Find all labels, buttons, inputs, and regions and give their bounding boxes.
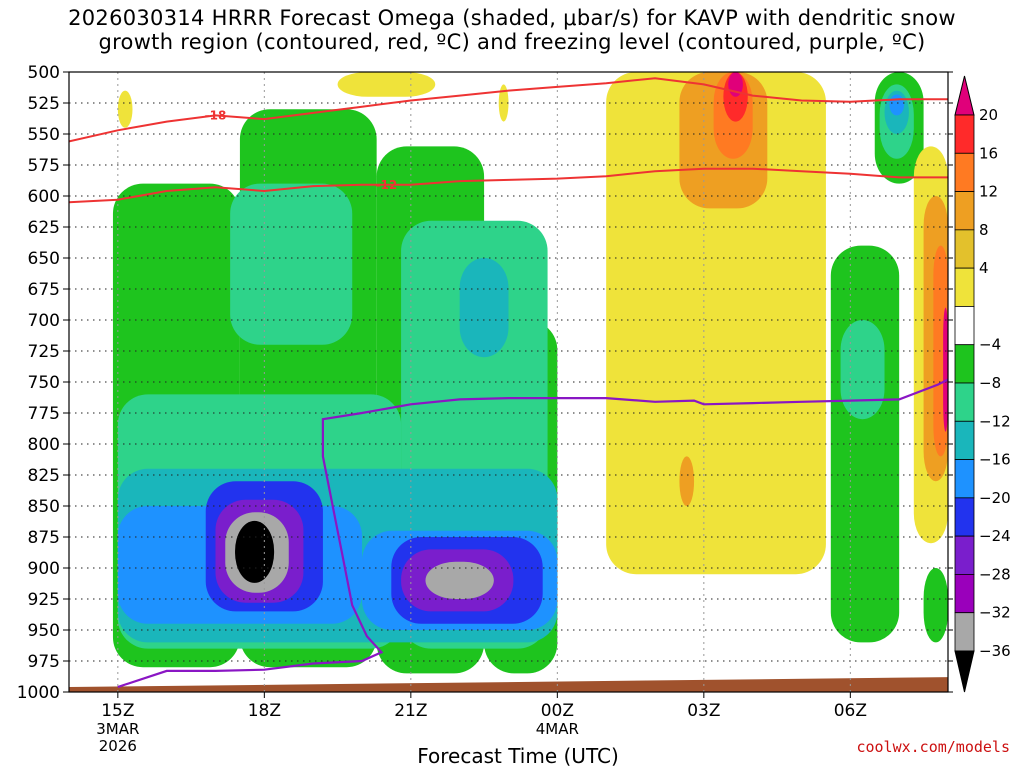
colorbar-label: 4 xyxy=(979,259,989,277)
omega-cell-4 xyxy=(230,183,353,345)
x-tick-label: 03Z xyxy=(687,701,720,721)
colorbar-swatch-10 xyxy=(954,459,975,499)
colorbar-label: 8 xyxy=(979,221,989,239)
x-tick-label: 06Z xyxy=(834,701,867,721)
colorbar-swatch-12 xyxy=(954,535,975,575)
x-tick-sublabel: 2026 xyxy=(99,737,137,755)
colorbar-cap-bottom xyxy=(954,650,975,693)
y-tick-label: 850 xyxy=(28,497,60,517)
x-tick-label: 21Z xyxy=(394,701,427,721)
colorbar-swatch-2 xyxy=(954,152,975,192)
omega-cell-35 xyxy=(923,568,948,643)
freezing-level-contour xyxy=(117,378,948,689)
colorbar-swatch-4 xyxy=(954,229,975,269)
y-tick-label: 575 xyxy=(28,156,60,176)
y-tick-label: 500 xyxy=(28,63,60,83)
y-tick-label: 675 xyxy=(28,280,60,300)
colorbar-swatch-7 xyxy=(954,344,975,384)
omega-cell-16 xyxy=(425,561,494,599)
title-line-2: growth region (contoured, red, ºC) and f… xyxy=(98,30,926,54)
colorbar-swatch-6 xyxy=(954,306,975,346)
colorbar-swatch-9 xyxy=(954,420,975,460)
x-tick-label: 18Z xyxy=(248,701,281,721)
omega-cell-30 xyxy=(889,94,905,116)
y-tick-label: 825 xyxy=(28,466,60,486)
surface-ground xyxy=(69,677,948,692)
y-tick-label: 600 xyxy=(28,187,60,207)
colorbar-label: −4 xyxy=(979,336,1001,354)
y-tick-label: 975 xyxy=(28,652,60,672)
x-tick-label: 00Z xyxy=(541,701,574,721)
omega-cell-17 xyxy=(235,520,275,583)
omega-cell-38 xyxy=(498,84,509,122)
dgz-contour-0 xyxy=(69,77,948,143)
omega-cell-8 xyxy=(459,258,509,358)
omega-cell-37 xyxy=(337,72,436,97)
x-tick-label: 15Z xyxy=(101,701,134,721)
colorbar-swatch-14 xyxy=(954,612,975,652)
dgz-contour-label: -18 xyxy=(205,108,227,122)
dgz-contour-label: -12 xyxy=(376,178,398,192)
colorbar-label: −12 xyxy=(979,412,1011,430)
y-tick-label: 1000 xyxy=(17,683,60,703)
y-tick-label: 700 xyxy=(28,311,60,331)
y-tick-label: 725 xyxy=(28,342,60,362)
colorbar-swatch-3 xyxy=(954,191,975,231)
colorbar-label: −28 xyxy=(979,565,1011,583)
colorbar-label: 20 xyxy=(979,106,998,124)
colorbar-swatch-1 xyxy=(954,114,975,154)
title-line-1: 2026030314 HRRR Forecast Omega (shaded, … xyxy=(68,6,956,30)
colorbar-swatch-5 xyxy=(954,267,975,307)
x-axis-label: Forecast Time (UTC) xyxy=(417,744,619,768)
y-tick-label: 900 xyxy=(28,559,60,579)
y-tick-label: 775 xyxy=(28,404,60,424)
colorbar-label: −8 xyxy=(979,374,1001,392)
y-tick-label: 750 xyxy=(28,373,60,393)
chart-title: 2026030314 HRRR Forecast Omega (shaded, … xyxy=(0,6,1024,54)
omega-cell-36 xyxy=(117,90,133,128)
colorbar-label: −36 xyxy=(979,642,1011,660)
colorbar-label: 12 xyxy=(979,183,998,201)
colorbar-label: 16 xyxy=(979,144,998,162)
omega-cell-34 xyxy=(943,307,948,432)
y-axis-ticks: 500 525 550 575 600 625 650 675 700 725 750 775 800 8… xyxy=(17,63,953,703)
dgz-contour-1 xyxy=(69,167,948,204)
omega-cell-26 xyxy=(840,320,885,420)
y-tick-label: 550 xyxy=(28,125,60,145)
colorbar-swatch-8 xyxy=(954,382,975,422)
colorbar-label: −20 xyxy=(979,489,1011,507)
y-tick-label: 950 xyxy=(28,621,60,641)
x-tick-sublabel: 3MAR xyxy=(96,720,139,738)
colorbar-swatch-11 xyxy=(954,497,975,537)
gridlines xyxy=(69,72,948,692)
colorbar-swatch-13 xyxy=(954,574,975,614)
x-tick-sublabel: 4MAR xyxy=(536,720,579,738)
omega-cell-18 xyxy=(606,72,826,575)
colorbar-label: −24 xyxy=(979,527,1011,545)
omega-cell-25 xyxy=(830,245,900,643)
y-tick-label: 650 xyxy=(28,249,60,269)
colorbar: 20 16 12 8 4 −4 −8 −12 −16 −20 −24 −28 −32 −36 xyxy=(954,75,1011,693)
colorbar-label: −32 xyxy=(979,604,1011,622)
y-tick-label: 525 xyxy=(28,94,60,114)
omega-cell-24 xyxy=(679,456,695,506)
y-tick-label: 875 xyxy=(28,528,60,548)
omega-shading xyxy=(69,72,948,692)
colorbar-label: −16 xyxy=(979,451,1011,469)
colorbar-cap-top xyxy=(954,75,975,116)
y-tick-label: 800 xyxy=(28,435,60,455)
credit-text[interactable]: coolwx.com/models xyxy=(856,738,1010,756)
contours: -18 -12 xyxy=(69,77,948,689)
y-tick-label: 925 xyxy=(28,590,60,610)
y-tick-label: 625 xyxy=(28,218,60,238)
